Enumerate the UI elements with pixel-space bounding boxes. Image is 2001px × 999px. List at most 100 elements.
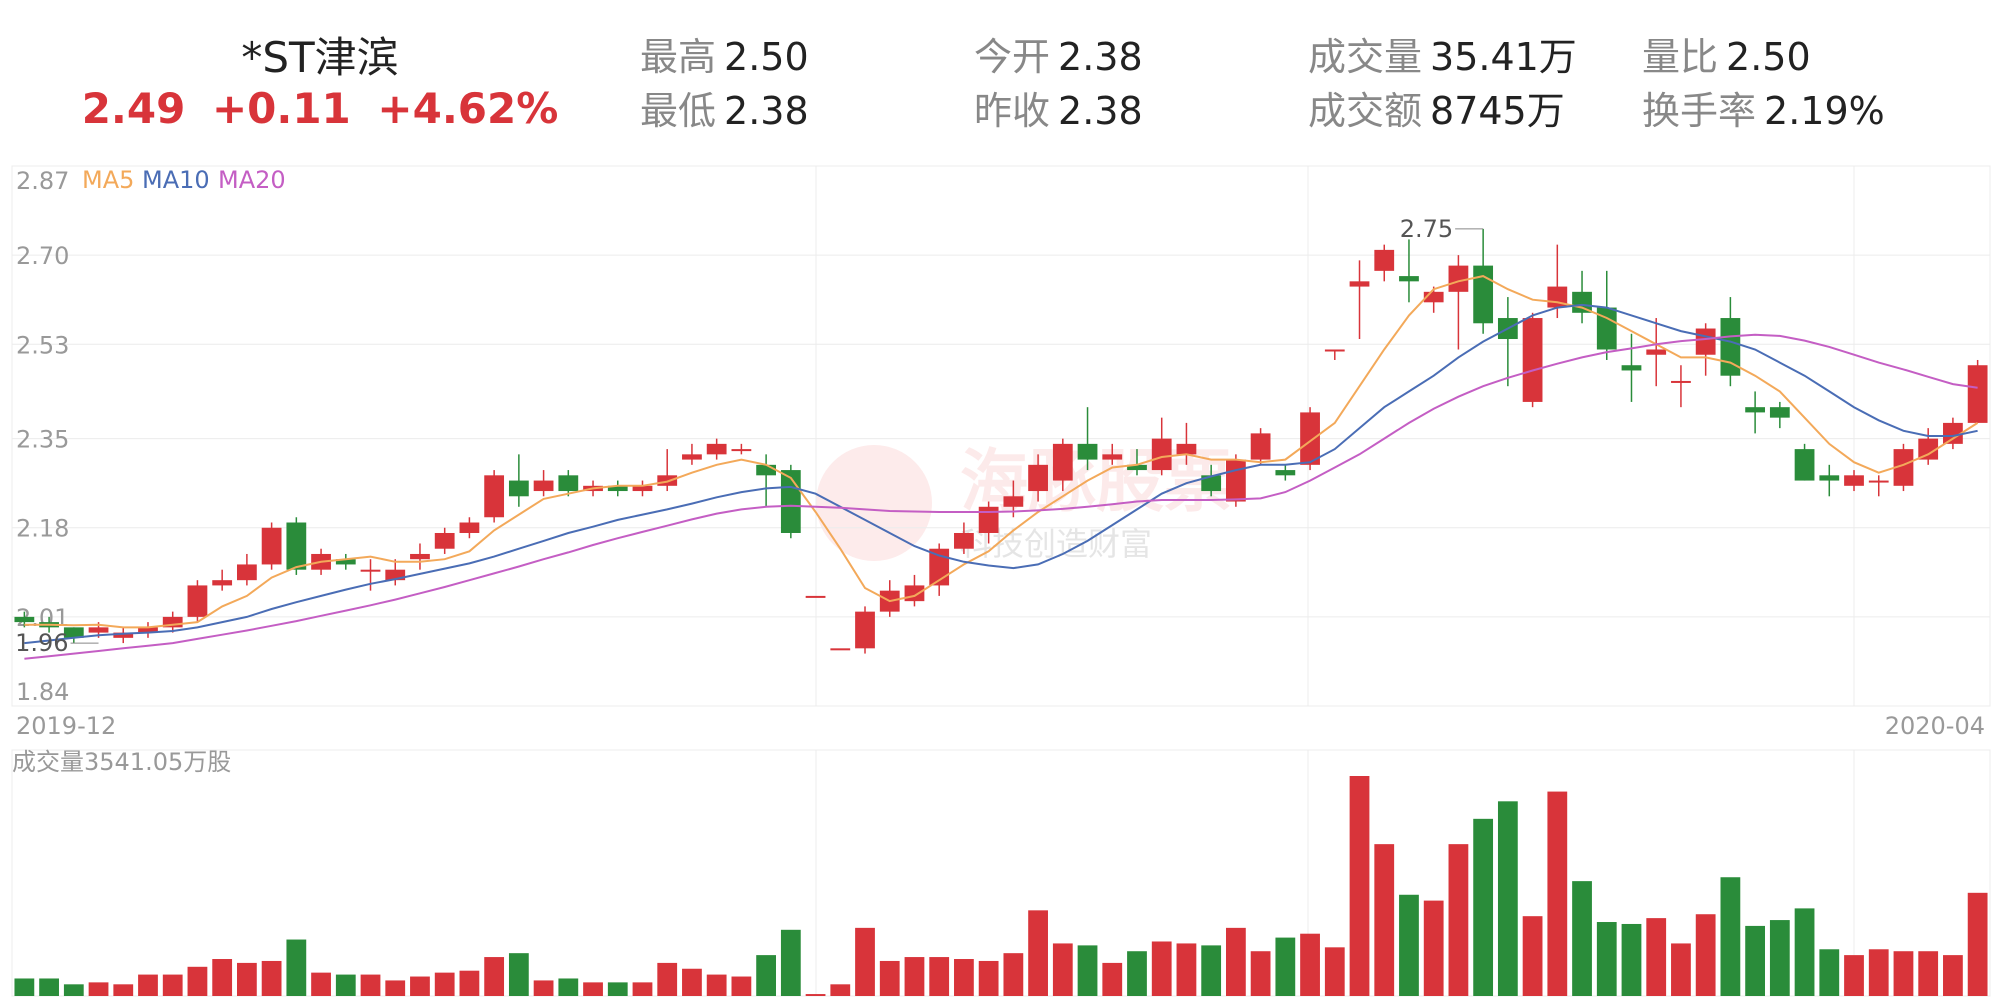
volume-bar	[459, 970, 480, 996]
stat-low: 最低 2.38	[640, 80, 809, 135]
stat-value: 2.38	[724, 89, 809, 133]
candle-body	[212, 580, 233, 586]
volume-bar	[1497, 801, 1518, 996]
volume-bar	[1745, 925, 1766, 996]
volume-bar	[1374, 844, 1395, 996]
volume-bar	[607, 982, 628, 996]
legend-ma10: MA10	[142, 166, 210, 194]
volume-bar	[632, 982, 653, 996]
candle-body	[1052, 443, 1073, 481]
volume-bar	[1349, 776, 1370, 996]
candle-body	[558, 475, 579, 492]
candle-body	[805, 595, 826, 598]
candle-body	[434, 532, 455, 549]
candle-body	[1423, 291, 1444, 303]
volume-bar	[756, 955, 777, 996]
candle-body	[682, 454, 702, 460]
volume-bar	[1324, 947, 1345, 996]
annotation-label: 2.75	[1400, 215, 1453, 243]
volume-bar	[682, 968, 702, 996]
candle-body	[1225, 459, 1246, 502]
volume-bar	[484, 957, 505, 996]
candle-body	[1621, 365, 1642, 371]
volume-bar	[286, 939, 307, 996]
price-tick-label: 2.18	[16, 515, 69, 543]
volume-grid	[11, 749, 1991, 997]
ma-legend: MA5 MA10 MA20	[82, 166, 286, 194]
last-price: 2.49	[81, 84, 186, 133]
volume-bar	[1943, 955, 1963, 996]
candle-body	[1275, 470, 1296, 476]
stat-label: 今开	[974, 35, 1051, 79]
candle-body	[138, 627, 158, 633]
stat-value: 2.50	[1726, 35, 1811, 79]
volume-bar	[1473, 818, 1494, 996]
candle-body	[978, 506, 999, 533]
candle-body	[1399, 276, 1419, 282]
stat-value: 2.38	[1058, 89, 1143, 133]
stat-label: 量比	[1642, 35, 1719, 79]
stat-prev-close: 昨收 2.38	[974, 80, 1143, 135]
candle-body	[1967, 365, 1988, 423]
candle-body	[1868, 480, 1889, 483]
volume-bar	[731, 976, 752, 996]
stat-volume-ratio: 量比 2.50	[1642, 26, 1811, 81]
legend-ma20: MA20	[218, 166, 286, 194]
price-axis: 2.872.702.532.352.182.011.84	[16, 167, 69, 706]
volume-bar	[954, 959, 974, 996]
volume-bar	[583, 982, 603, 996]
watermark-logo-icon	[816, 445, 932, 561]
volume-bar	[1547, 791, 1568, 996]
volume-bar	[508, 953, 529, 996]
price-change: +0.11	[211, 84, 351, 133]
candle-body	[533, 480, 554, 492]
candle-body	[1671, 380, 1691, 383]
ma5-line	[24, 275, 1979, 629]
candle-body	[1250, 433, 1271, 460]
candle-body	[113, 632, 134, 638]
volume-bar	[1572, 881, 1592, 996]
volume-bar	[1695, 914, 1716, 996]
volume-bar	[1102, 962, 1123, 996]
candle-body	[830, 648, 851, 651]
candlesticks	[14, 228, 1988, 654]
price-tick-label: 2.35	[16, 426, 69, 454]
volume-bar	[63, 984, 84, 996]
volume-title: 成交量3541.05万股	[12, 748, 231, 776]
volume-bar	[1300, 933, 1320, 996]
candle-body	[1769, 407, 1790, 418]
volume-bar	[1077, 945, 1098, 996]
price-annotations: 2.75 1.96	[15, 215, 1484, 657]
volume-bar	[706, 974, 727, 996]
volume-bar	[187, 966, 208, 996]
volume-bar	[14, 978, 35, 996]
volume-bar	[138, 974, 158, 996]
candle-body	[1695, 328, 1716, 355]
volume-bar	[1201, 945, 1222, 996]
stat-label: 成交额	[1308, 89, 1423, 133]
price-tick-label: 2.70	[16, 242, 69, 270]
stat-value: 8745万	[1430, 89, 1565, 133]
candle-body	[286, 522, 307, 570]
volume-bar	[212, 959, 233, 996]
stat-value: 2.38	[1058, 35, 1143, 79]
candle-body	[632, 485, 653, 492]
quote-header: *ST津滨 2.49 +0.11 +4.62% 最高 2.50 最低 2.38 今开…	[0, 0, 2001, 160]
stat-label: 最高	[640, 35, 717, 79]
volume-bar	[236, 962, 257, 996]
volume-bar	[360, 974, 381, 996]
price-row: 2.49 +0.11 +4.62%	[0, 84, 640, 133]
volume-bar	[1052, 943, 1073, 996]
candle-body	[1151, 438, 1172, 471]
candle-body	[1893, 449, 1914, 486]
stat-label: 换手率	[1642, 89, 1757, 133]
volume-bar	[410, 976, 430, 996]
volume-bar	[1176, 943, 1197, 996]
volume-bar	[1720, 877, 1741, 996]
volume-bar	[1596, 922, 1617, 996]
date-axis: 2019-12 2020-04	[16, 712, 1985, 740]
stat-value: 2.19%	[1764, 89, 1885, 133]
volume-bar	[1399, 894, 1419, 996]
volume-bar	[1671, 943, 1691, 996]
candle-body	[508, 480, 529, 497]
